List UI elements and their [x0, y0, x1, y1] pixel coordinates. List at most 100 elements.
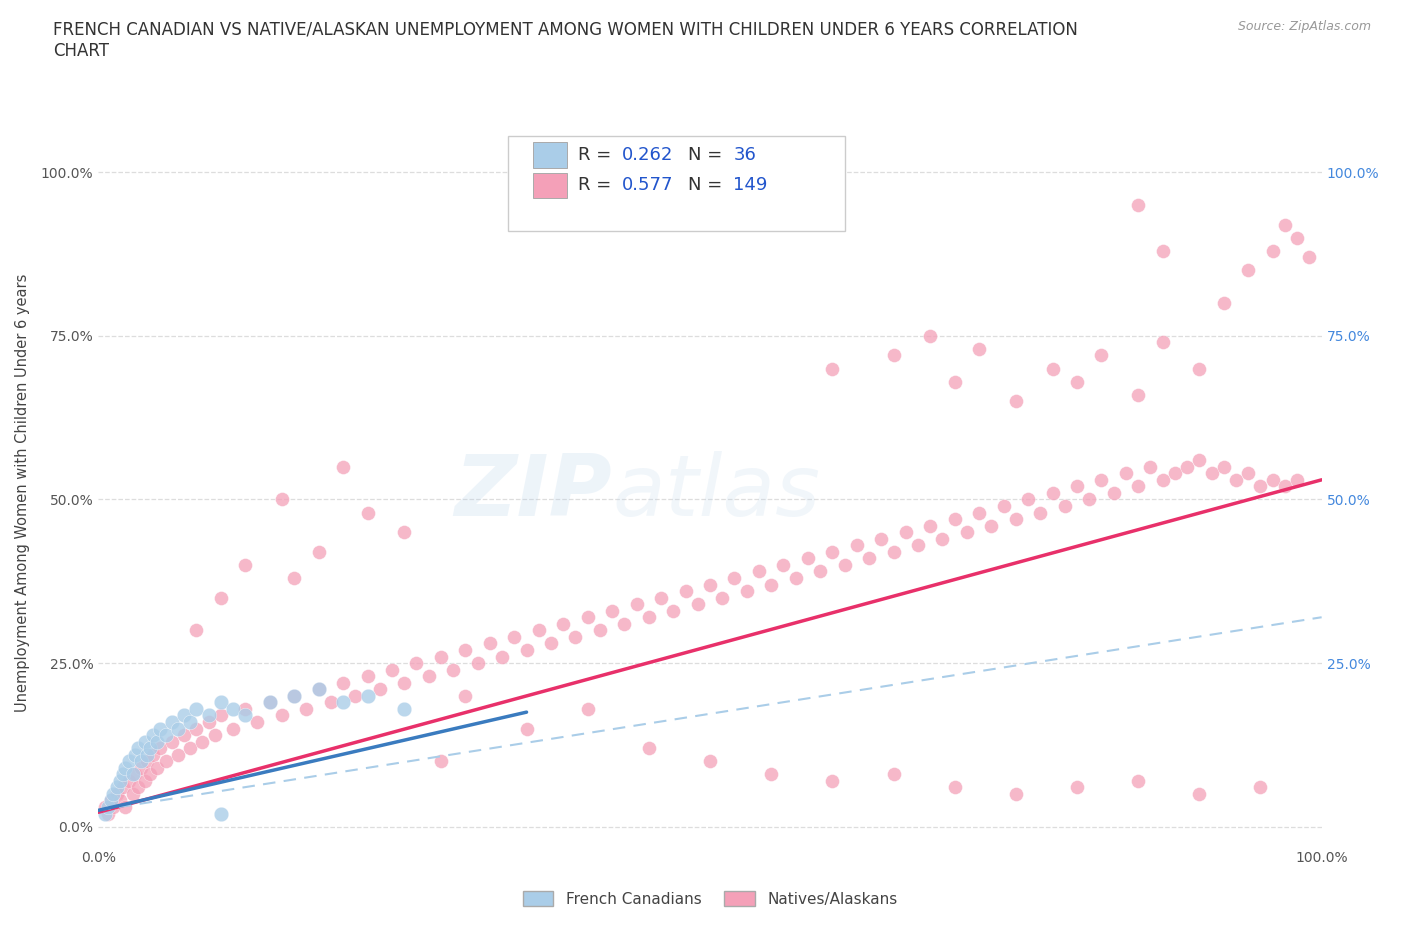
Point — [118, 754, 141, 769]
Text: N =: N = — [688, 146, 728, 164]
Point — [870, 531, 893, 546]
Point — [283, 570, 305, 585]
Point — [209, 806, 232, 821]
Point — [808, 564, 831, 578]
Text: 36: 36 — [734, 146, 756, 164]
FancyBboxPatch shape — [533, 142, 567, 167]
Point — [114, 761, 136, 776]
Point — [626, 597, 648, 612]
Y-axis label: Unemployment Among Women with Children Under 6 years: Unemployment Among Women with Children U… — [15, 273, 30, 712]
Point — [173, 708, 195, 723]
Point — [259, 695, 281, 710]
Text: R =: R = — [578, 146, 617, 164]
Point — [993, 498, 1015, 513]
Point — [332, 695, 354, 710]
Point — [332, 459, 354, 474]
Point — [920, 518, 942, 533]
Point — [553, 617, 575, 631]
Point — [1004, 787, 1026, 802]
Point — [1066, 374, 1088, 389]
Point — [1286, 231, 1309, 246]
Point — [134, 774, 156, 789]
Point — [1164, 466, 1187, 481]
Point — [686, 597, 709, 612]
Point — [1090, 472, 1112, 487]
Point — [920, 328, 942, 343]
Point — [1004, 393, 1026, 408]
Point — [204, 727, 226, 742]
Point — [1188, 453, 1211, 468]
Point — [1175, 459, 1198, 474]
Point — [600, 604, 623, 618]
Point — [233, 708, 256, 723]
Point — [1261, 472, 1284, 487]
Text: N =: N = — [688, 177, 728, 194]
Point — [515, 643, 537, 658]
Point — [967, 505, 990, 520]
Point — [576, 610, 599, 625]
Point — [834, 557, 856, 572]
Point — [134, 734, 156, 749]
Point — [101, 787, 124, 802]
Point — [124, 747, 146, 762]
Point — [1004, 512, 1026, 526]
Point — [93, 800, 115, 815]
Point — [894, 525, 917, 539]
Point — [111, 767, 134, 782]
Point — [454, 688, 477, 703]
Point — [1066, 479, 1088, 494]
Point — [699, 754, 721, 769]
Point — [748, 564, 770, 578]
Point — [662, 604, 685, 618]
Point — [1237, 263, 1260, 278]
Point — [222, 721, 245, 736]
Point — [845, 538, 868, 552]
Point — [392, 525, 416, 539]
Point — [139, 740, 162, 755]
Point — [295, 701, 318, 716]
Point — [270, 492, 294, 507]
Point — [1249, 780, 1271, 795]
Point — [540, 636, 562, 651]
Point — [319, 695, 342, 710]
Point — [246, 714, 269, 729]
Point — [907, 538, 929, 552]
Point — [209, 708, 232, 723]
Text: atlas: atlas — [612, 451, 820, 535]
Point — [110, 774, 132, 789]
Point — [943, 374, 966, 389]
Point — [821, 361, 844, 376]
Point — [785, 570, 807, 585]
Point — [1212, 459, 1234, 474]
Text: 149: 149 — [734, 177, 768, 194]
Point — [179, 740, 201, 755]
Point — [100, 793, 122, 808]
Point — [699, 578, 721, 592]
Point — [1201, 466, 1223, 481]
Text: 0.262: 0.262 — [621, 146, 673, 164]
Point — [368, 682, 391, 697]
Point — [179, 714, 201, 729]
Point — [392, 675, 416, 690]
Point — [167, 747, 190, 762]
FancyBboxPatch shape — [508, 136, 845, 232]
Point — [381, 662, 404, 677]
Text: R =: R = — [578, 177, 617, 194]
Point — [392, 701, 416, 716]
Point — [1128, 774, 1150, 789]
Point — [1053, 498, 1076, 513]
Point — [1029, 505, 1052, 520]
Point — [1249, 479, 1271, 494]
Point — [980, 518, 1002, 533]
Point — [761, 767, 783, 782]
Point — [797, 551, 820, 565]
Point — [1066, 780, 1088, 795]
Point — [613, 617, 636, 631]
Point — [883, 767, 905, 782]
Point — [1128, 387, 1150, 402]
Point — [124, 767, 146, 782]
Point — [1261, 244, 1284, 259]
Point — [110, 793, 132, 808]
Point — [121, 787, 143, 802]
Point — [1090, 348, 1112, 363]
